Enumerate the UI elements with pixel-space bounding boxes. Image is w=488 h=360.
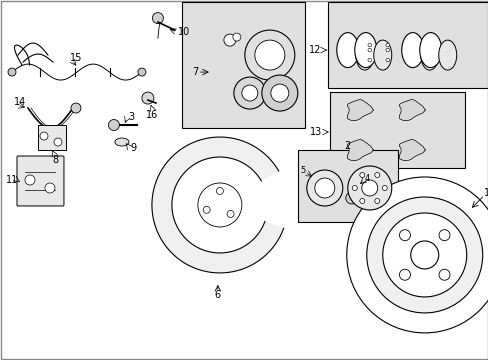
Polygon shape (399, 99, 425, 121)
Circle shape (359, 198, 364, 203)
Circle shape (345, 192, 357, 204)
Circle shape (382, 185, 386, 190)
Circle shape (382, 213, 466, 297)
Text: 8: 8 (52, 155, 58, 165)
Circle shape (438, 230, 449, 241)
Text: 12: 12 (309, 45, 321, 55)
Circle shape (152, 13, 163, 24)
Circle shape (270, 84, 288, 102)
Text: 2: 2 (344, 141, 350, 151)
Ellipse shape (438, 40, 456, 70)
Circle shape (374, 172, 379, 177)
Circle shape (314, 178, 334, 198)
Circle shape (54, 138, 62, 146)
Circle shape (244, 30, 294, 80)
Circle shape (203, 206, 210, 213)
Circle shape (25, 175, 35, 185)
Circle shape (374, 198, 379, 203)
Text: 11: 11 (6, 175, 18, 185)
Ellipse shape (373, 40, 391, 70)
Bar (329, 92, 464, 168)
Polygon shape (347, 139, 373, 161)
Circle shape (261, 75, 297, 111)
Circle shape (385, 58, 389, 62)
Text: 1: 1 (483, 188, 488, 198)
Polygon shape (152, 137, 283, 273)
Text: 9: 9 (130, 143, 136, 153)
Circle shape (216, 188, 223, 194)
Ellipse shape (419, 33, 441, 68)
Circle shape (385, 43, 389, 47)
Circle shape (438, 269, 449, 280)
Ellipse shape (336, 33, 358, 68)
Bar (38, 125, 66, 150)
Circle shape (242, 85, 257, 101)
Circle shape (226, 211, 234, 217)
Circle shape (224, 34, 235, 46)
Circle shape (399, 230, 409, 241)
Circle shape (8, 68, 16, 76)
Circle shape (198, 183, 242, 227)
Text: 13: 13 (309, 127, 321, 137)
Circle shape (367, 48, 371, 52)
Ellipse shape (115, 138, 129, 146)
Circle shape (347, 166, 391, 210)
Text: 15: 15 (70, 53, 82, 63)
Bar (297, 150, 397, 222)
Circle shape (410, 241, 438, 269)
Text: 10: 10 (178, 27, 190, 37)
Circle shape (71, 103, 81, 113)
Circle shape (366, 197, 482, 313)
Ellipse shape (420, 40, 438, 70)
Circle shape (142, 92, 154, 104)
Circle shape (367, 58, 371, 62)
Text: 14: 14 (14, 97, 26, 107)
Bar (327, 2, 487, 88)
Ellipse shape (354, 33, 376, 68)
Text: 3: 3 (128, 112, 134, 122)
Text: 7: 7 (191, 67, 198, 77)
Bar (182, 2, 304, 128)
Circle shape (254, 40, 284, 70)
Circle shape (385, 48, 389, 52)
Circle shape (232, 33, 241, 41)
Polygon shape (347, 99, 373, 121)
Circle shape (45, 183, 55, 193)
Circle shape (359, 172, 364, 177)
Circle shape (138, 68, 145, 76)
Text: 4: 4 (364, 174, 368, 183)
Ellipse shape (355, 40, 373, 70)
Circle shape (108, 120, 119, 131)
Polygon shape (399, 139, 425, 161)
Circle shape (346, 177, 488, 333)
Circle shape (367, 43, 371, 47)
Circle shape (306, 170, 342, 206)
Text: 6: 6 (214, 290, 221, 300)
Circle shape (361, 180, 377, 196)
Text: 16: 16 (145, 110, 158, 120)
Circle shape (351, 185, 357, 190)
Circle shape (233, 77, 265, 109)
Circle shape (399, 269, 409, 280)
FancyBboxPatch shape (17, 156, 64, 206)
Circle shape (40, 132, 48, 140)
Ellipse shape (401, 33, 423, 68)
Text: 5: 5 (300, 166, 305, 175)
